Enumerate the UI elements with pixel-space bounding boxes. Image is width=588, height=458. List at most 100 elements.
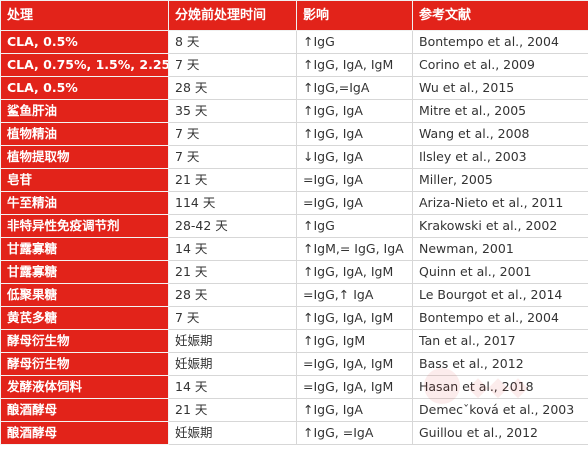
header-row: 处理 分娩前处理时间 影响 参考文献 [0, 0, 588, 31]
row-effect: ↑IgG, IgA [296, 122, 413, 146]
header-treatment: 处理 [0, 0, 169, 31]
table-row: CLA, 0.75%, 1.5%, 2.25% 7 天 ↑IgG, IgA, IgM… [0, 53, 588, 77]
row-effect: ↑IgG, IgA [296, 398, 413, 422]
row-reference: Bass et al., 2012 [412, 352, 588, 376]
row-treatment: 鲨鱼肝油 [0, 99, 169, 123]
row-reference: Miller, 2005 [412, 168, 588, 192]
table-row: 皂苷 21 天 =IgG, IgA Miller, 2005 [0, 168, 588, 192]
table-row: 牛至精油 114 天 =IgG, IgA Ariza-Nieto et al., 20… [0, 191, 588, 215]
header-time: 分娩前处理时间 [168, 0, 297, 31]
row-treatment: 酿酒酵母 [0, 421, 169, 445]
row-treatment: CLA, 0.5% [0, 76, 169, 100]
row-treatment: CLA, 0.5% [0, 30, 169, 54]
row-effect: =IgG, IgA [296, 168, 413, 192]
row-treatment: 牛至精油 [0, 191, 169, 215]
row-reference: Bontempo et al., 2004 [412, 306, 588, 330]
row-effect: ↑IgG, IgA, IgM [296, 260, 413, 284]
table-row: 发酵液体饲料 14 天 =IgG, IgA, IgM Hasan et al., 20… [0, 375, 588, 399]
row-treatment: 低聚果糖 [0, 283, 169, 307]
row-time: 14 天 [168, 375, 297, 399]
row-treatment: 黄芪多糖 [0, 306, 169, 330]
row-treatment: 植物精油 [0, 122, 169, 146]
table-row: 甘露寡糖 14 天 ↑IgM,= IgG, IgA Newman, 2001 [0, 237, 588, 261]
row-reference: Mitre et al., 2005 [412, 99, 588, 123]
row-reference: Tan et al., 2017 [412, 329, 588, 353]
row-time: 14 天 [168, 237, 297, 261]
watermark-glyph: ◆◆◆ [468, 372, 528, 402]
row-time: 妊娠期 [168, 329, 297, 353]
row-treatment: 植物提取物 [0, 145, 169, 169]
row-treatment: 酿酒酵母 [0, 398, 169, 422]
row-treatment: 甘露寡糖 [0, 237, 169, 261]
row-reference: Ilsley et al., 2003 [412, 145, 588, 169]
watermark-circle-icon [424, 368, 460, 404]
header-effect: 影响 [296, 0, 413, 31]
row-treatment: 酵母衍生物 [0, 329, 169, 353]
table-row: 酵母衍生物 妊娠期 =IgG, IgA, IgM Bass et al., 2012 [0, 352, 588, 376]
row-effect: ↑IgG, IgA [296, 99, 413, 123]
row-effect: ↑IgG, =IgA [296, 421, 413, 445]
table-row: 非特异性免疫调节剂 28-42 天 ↑IgG Krakowski et al., 20… [0, 214, 588, 238]
row-time: 21 天 [168, 398, 297, 422]
table-row: 酵母衍生物 妊娠期 ↑IgG, IgM Tan et al., 2017 [0, 329, 588, 353]
row-time: 7 天 [168, 122, 297, 146]
row-time: 8 天 [168, 30, 297, 54]
row-reference: Corino et al., 2009 [412, 53, 588, 77]
row-treatment: 酵母衍生物 [0, 352, 169, 376]
header-reference: 参考文献 [412, 0, 588, 31]
watermark-logo: ◆◆◆ [424, 366, 564, 406]
row-effect: ↑IgG, IgM [296, 329, 413, 353]
table-row: 低聚果糖 28 天 =IgG,↑ IgA Le Bourgot et al., 201… [0, 283, 588, 307]
table-row: 植物精油 7 天 ↑IgG, IgA Wang et al., 2008 [0, 122, 588, 146]
row-time: 28 天 [168, 76, 297, 100]
data-table: 处理 分娩前处理时间 影响 参考文献 CLA, 0.5% 8 天 ↑IgG Bonte… [0, 0, 588, 445]
row-time: 7 天 [168, 306, 297, 330]
row-effect: =IgG, IgA, IgM [296, 352, 413, 376]
row-time: 28-42 天 [168, 214, 297, 238]
row-effect: ↑IgG [296, 214, 413, 238]
table-row: 植物提取物 7 天 ↓IgG, IgA Ilsley et al., 2003 [0, 145, 588, 169]
row-time: 妊娠期 [168, 352, 297, 376]
row-effect: ↑IgG [296, 30, 413, 54]
row-time: 28 天 [168, 283, 297, 307]
row-time: 114 天 [168, 191, 297, 215]
row-reference: Demecˇková et al., 2003 [412, 398, 588, 422]
row-effect: ↑IgG, IgA, IgM [296, 53, 413, 77]
row-reference: Wu et al., 2015 [412, 76, 588, 100]
row-reference: Bontempo et al., 2004 [412, 30, 588, 54]
row-reference: Krakowski et al., 2002 [412, 214, 588, 238]
row-treatment: CLA, 0.75%, 1.5%, 2.25% [0, 53, 169, 77]
table-row: 鲨鱼肝油 35 天 ↑IgG, IgA Mitre et al., 2005 [0, 99, 588, 123]
row-reference: Wang et al., 2008 [412, 122, 588, 146]
row-reference: Guillou et al., 2012 [412, 421, 588, 445]
row-treatment: 皂苷 [0, 168, 169, 192]
row-reference: Ariza-Nieto et al., 2011 [412, 191, 588, 215]
row-effect: =IgG, IgA [296, 191, 413, 215]
row-treatment: 发酵液体饲料 [0, 375, 169, 399]
row-treatment: 甘露寡糖 [0, 260, 169, 284]
row-time: 21 天 [168, 168, 297, 192]
table-row: 黄芪多糖 7 天 ↑IgG, IgA, IgM Bontempo et al., 20… [0, 306, 588, 330]
row-time: 21 天 [168, 260, 297, 284]
row-time: 7 天 [168, 53, 297, 77]
row-effect: ↑IgG, IgA, IgM [296, 306, 413, 330]
row-reference: Le Bourgot et al., 2014 [412, 283, 588, 307]
row-effect: =IgG,↑ IgA [296, 283, 413, 307]
table-row: 酿酒酵母 21 天 ↑IgG, IgA Demecˇková et al., 2003 [0, 398, 588, 422]
row-time: 7 天 [168, 145, 297, 169]
row-treatment: 非特异性免疫调节剂 [0, 214, 169, 238]
row-reference: Newman, 2001 [412, 237, 588, 261]
row-time: 妊娠期 [168, 421, 297, 445]
row-reference: Hasan et al., 2018 [412, 375, 588, 399]
table-row: 酿酒酵母 妊娠期 ↑IgG, =IgA Guillou et al., 2012 [0, 421, 588, 445]
row-effect: ↓IgG, IgA [296, 145, 413, 169]
row-effect: ↑IgM,= IgG, IgA [296, 237, 413, 261]
row-effect: =IgG, IgA, IgM [296, 375, 413, 399]
row-reference: Quinn et al., 2001 [412, 260, 588, 284]
row-time: 35 天 [168, 99, 297, 123]
table-row: 甘露寡糖 21 天 ↑IgG, IgA, IgM Quinn et al., 2001 [0, 260, 588, 284]
table-row: CLA, 0.5% 8 天 ↑IgG Bontempo et al., 2004 [0, 30, 588, 54]
row-effect: ↑IgG,=IgA [296, 76, 413, 100]
table-row: CLA, 0.5% 28 天 ↑IgG,=IgA Wu et al., 2015 [0, 76, 588, 100]
